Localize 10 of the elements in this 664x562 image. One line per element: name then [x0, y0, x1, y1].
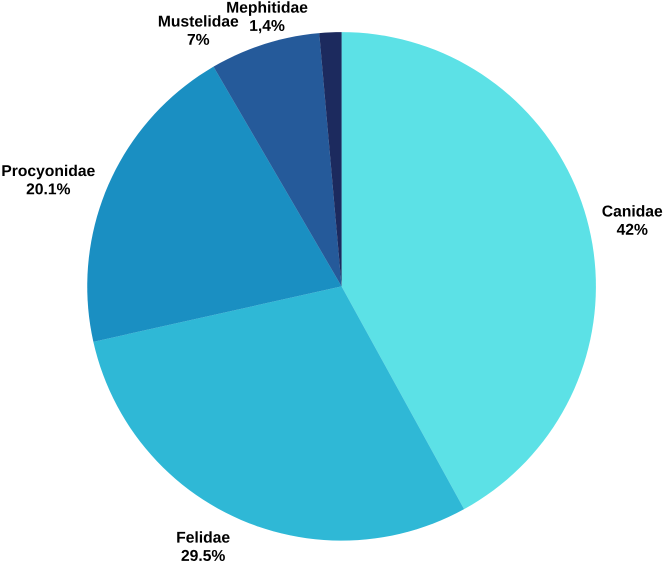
slice-label: Mephitidae [227, 1, 308, 16]
slice-label: Procyonidae [2, 164, 95, 180]
slice-label: Mustelidae [158, 15, 238, 27]
data-label: 7% [188, 34, 210, 45]
data-label: 42% [616, 224, 648, 235]
slice-label: Canidae [602, 204, 662, 216]
data-label: 29.5% [182, 550, 225, 561]
data-label: 1,4% [250, 20, 284, 34]
slice-label: Felidae [177, 531, 230, 543]
data-label: 20.1% [26, 183, 70, 194]
